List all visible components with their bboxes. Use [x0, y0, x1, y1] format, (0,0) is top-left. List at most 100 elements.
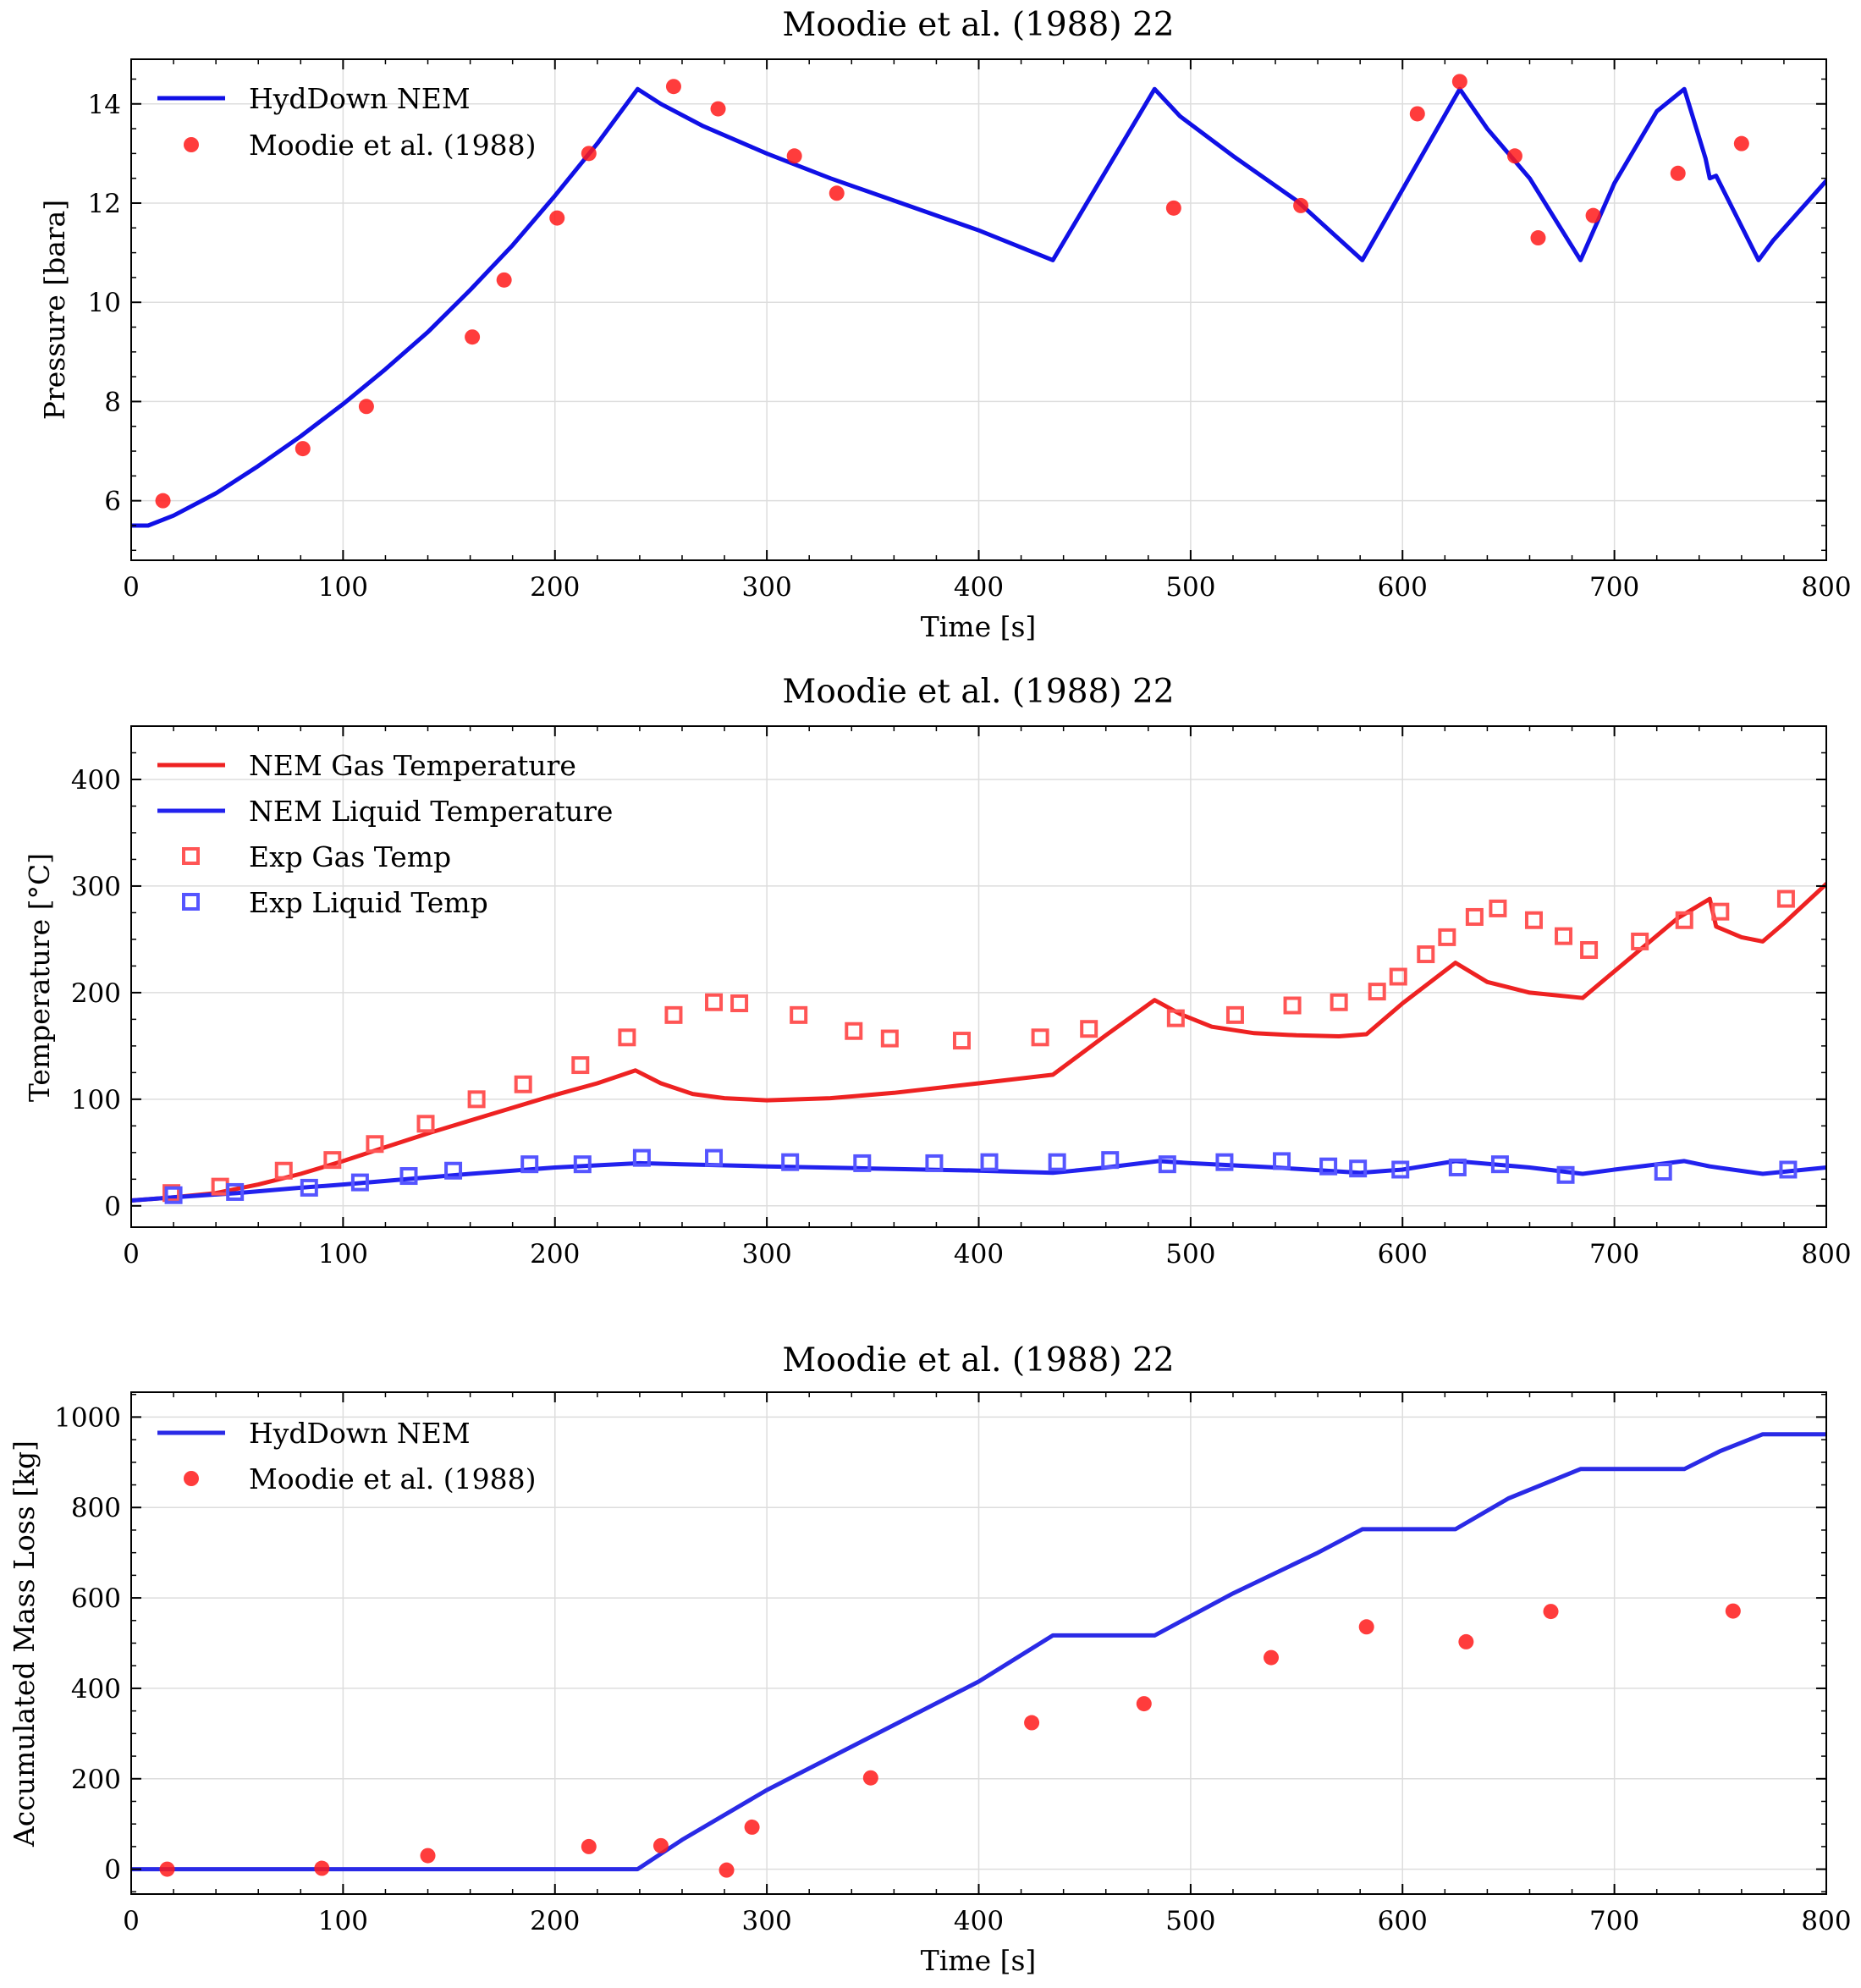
data-point-moodie-et-al-1988 [159, 1861, 175, 1877]
data-point-exp-gas-temp [1166, 1009, 1185, 1027]
data-point-exp-gas-temp [705, 993, 724, 1011]
x-tick-label: 500 [1165, 1906, 1215, 1936]
pressure-chart: Moodie et al. (1988) 22 0 100 200 300 400 500… [38, 6, 1852, 643]
data-point-exp-liquid-temp [300, 1178, 318, 1197]
data-point-moodie-et-al-1988 [1293, 197, 1309, 213]
pressure-x-axis-label: Time [s] [921, 610, 1037, 643]
data-point-exp-gas-temp [366, 1135, 384, 1154]
data-point-moodie-et-al-1988 [1451, 74, 1467, 90]
data-point-exp-liquid-temp [1490, 1155, 1509, 1174]
temperature-chart-title: Moodie et al. (1988) 22 [782, 673, 1174, 711]
mass-loss-legend: HydDown NEM Moodie et al. (1988) [157, 1417, 536, 1495]
data-point-exp-liquid-temp [1654, 1163, 1672, 1181]
data-point-exp-gas-temp [1389, 967, 1407, 986]
data-point-exp-liquid-temp [1048, 1153, 1066, 1171]
data-point-exp-gas-temp [1555, 927, 1573, 945]
data-point-exp-gas-temp [323, 1151, 342, 1170]
mass-loss-chart-title: Moodie et al. (1988) 22 [782, 1341, 1174, 1379]
legend-label-nem-gas-temperature: NEM Gas Temperature [249, 749, 576, 782]
data-point-exp-liquid-temp [853, 1154, 872, 1172]
data-point-moodie-et-al-1988 [1670, 165, 1686, 181]
series-line-hyddown-nem [131, 86, 1826, 528]
x-tick-label: 300 [742, 1239, 792, 1269]
y-tick-label: 400 [71, 1674, 121, 1704]
series-line-nem-gas-temperature [131, 881, 1826, 1203]
x-tick-label: 800 [1801, 1239, 1851, 1269]
y-tick-label: 10 [88, 288, 121, 318]
data-point-moodie-et-al-1988 [665, 79, 681, 95]
y-tick-label: 8 [104, 387, 121, 417]
x-tick-label: 800 [1801, 572, 1851, 603]
x-tick-label: 300 [742, 572, 792, 603]
x-tick-label: 100 [318, 1239, 368, 1269]
legend-label-moodie-et-al: Moodie et al. (1988) [249, 1462, 536, 1495]
legend-label-exp-gas-temp: Exp Gas Temp [249, 840, 451, 873]
data-point-exp-gas-temp [274, 1161, 293, 1180]
data-point-exp-gas-temp [1776, 889, 1795, 908]
data-point-exp-liquid-temp [444, 1161, 463, 1180]
data-point-exp-gas-temp [1711, 902, 1730, 921]
data-point-exp-gas-temp [1489, 899, 1507, 917]
data-point-exp-gas-temp [1368, 983, 1386, 1001]
series-layer [131, 1432, 1826, 1878]
legend-swatch-exp-liquid-temp [182, 893, 200, 911]
legend-swatch-moodie-et-al [184, 1471, 199, 1486]
data-point-moodie-et-al-1988 [1165, 200, 1181, 216]
data-point-moodie-et-al-1988 [744, 1819, 760, 1835]
data-point-moodie-et-al-1988 [314, 1860, 330, 1876]
mass-loss-x-axis-label: Time [s] [921, 1944, 1037, 1977]
pressure-chart-title: Moodie et al. (1988) 22 [782, 6, 1174, 44]
data-point-exp-liquid-temp [980, 1153, 999, 1171]
temperature-legend: NEM Gas Temperature NEM Liquid Temperatu… [157, 749, 613, 919]
data-point-exp-liquid-temp [1101, 1151, 1120, 1170]
data-point-moodie-et-al-1988 [1264, 1649, 1280, 1666]
y-tick-label: 400 [71, 765, 121, 796]
legend-label-exp-liquid-temp: Exp Liquid Temp [249, 886, 488, 919]
data-point-exp-gas-temp [1080, 1020, 1098, 1038]
data-point-moodie-et-al-1988 [295, 441, 311, 457]
data-point-exp-liquid-temp [781, 1153, 800, 1171]
series-line-nem-liquid-temperature [131, 1159, 1826, 1203]
data-point-exp-liquid-temp [1215, 1153, 1234, 1171]
data-point-exp-gas-temp [1225, 1005, 1244, 1024]
y-tick-label: 14 [88, 90, 121, 120]
data-point-exp-gas-temp [618, 1028, 636, 1047]
data-point-moodie-et-al-1988 [862, 1770, 878, 1786]
temperature-y-axis-label: Temperature [°C] [23, 853, 56, 1102]
data-point-moodie-et-al-1988 [549, 210, 565, 226]
data-point-exp-gas-temp [1417, 945, 1435, 964]
x-tick-label: 800 [1801, 1906, 1851, 1936]
data-point-moodie-et-al-1988 [1530, 230, 1546, 246]
x-tick-label: 300 [742, 1906, 792, 1936]
data-point-exp-gas-temp [1524, 911, 1543, 929]
pressure-y-axis-label: Pressure [bara] [38, 200, 71, 420]
data-point-moodie-et-al-1988 [1543, 1604, 1559, 1620]
data-point-moodie-et-al-1988 [1358, 1619, 1374, 1635]
x-tick-label: 200 [530, 1906, 580, 1936]
y-tick-label: 0 [104, 1855, 121, 1886]
data-point-exp-liquid-temp [1273, 1152, 1291, 1170]
data-point-exp-liquid-temp [1349, 1159, 1368, 1178]
data-point-moodie-et-al-1988 [1585, 207, 1601, 223]
x-tick-label: 500 [1165, 1239, 1215, 1269]
data-point-exp-gas-temp [952, 1032, 971, 1050]
legend-label-moodie-et-al: Moodie et al. (1988) [249, 129, 536, 162]
temperature-plot-area: 0 100 200 300 400 500 600 700 800 0 100 200 300 400 [71, 725, 1852, 1269]
data-point-exp-gas-temp [880, 1029, 899, 1048]
data-point-exp-gas-temp [730, 994, 749, 1012]
data-point-moodie-et-al-1988 [358, 399, 374, 415]
temperature-chart: Moodie et al. (1988) 22 0 100 200 300 400 500… [23, 673, 1852, 1269]
data-point-exp-liquid-temp [1391, 1160, 1410, 1179]
mass-loss-plot-area: 0 100 200 300 400 500 600 700 800 0 200 400 600 800 10… [54, 1391, 1852, 1936]
data-point-exp-liquid-temp [350, 1173, 369, 1192]
x-tick-label: 400 [954, 1239, 1004, 1269]
data-point-exp-liquid-temp [164, 1186, 183, 1204]
data-point-exp-gas-temp [514, 1075, 532, 1093]
data-point-exp-gas-temp [1283, 996, 1302, 1015]
data-point-exp-gas-temp [1631, 932, 1649, 950]
data-point-moodie-et-al-1988 [581, 1838, 597, 1854]
x-tick-label: 400 [954, 572, 1004, 603]
x-tick-label: 400 [954, 1906, 1004, 1936]
y-tick-label: 200 [71, 1765, 121, 1795]
